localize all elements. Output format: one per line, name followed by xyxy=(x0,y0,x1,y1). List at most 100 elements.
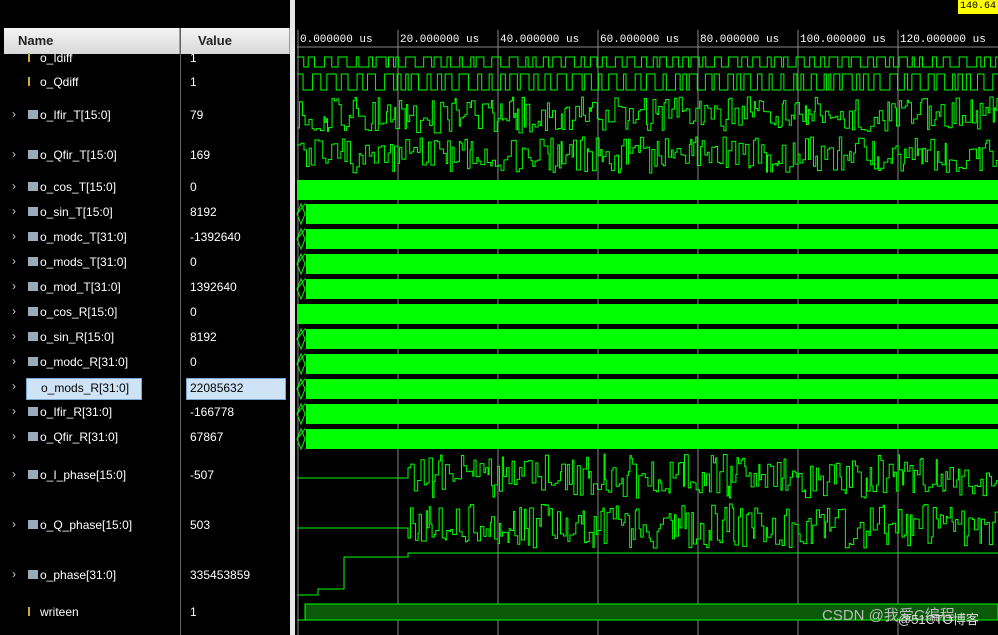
expand-arrow[interactable]: › xyxy=(12,429,16,443)
wave xyxy=(297,552,998,596)
signal-name[interactable]: o_Qfir_T[15:0] xyxy=(40,148,117,162)
signal-icon xyxy=(28,307,38,316)
signal-value: 22085632 xyxy=(186,378,286,400)
wave xyxy=(297,453,998,499)
wave xyxy=(304,603,998,621)
wave xyxy=(306,329,998,349)
expand-arrow[interactable]: › xyxy=(12,467,16,481)
expand-arrow[interactable]: › xyxy=(12,229,16,243)
wave xyxy=(306,429,998,449)
wave xyxy=(297,503,998,549)
signal-value: 1 xyxy=(190,75,197,89)
signal-icon xyxy=(28,407,38,416)
signal-icon xyxy=(28,150,38,159)
signal-name[interactable]: o_cos_T[15:0] xyxy=(40,180,117,194)
wave xyxy=(297,96,998,134)
signal-icon xyxy=(28,77,40,86)
signal-name[interactable]: o_phase[31:0] xyxy=(40,568,117,582)
signal-icon xyxy=(28,53,40,62)
expand-arrow[interactable]: › xyxy=(12,204,16,218)
signal-icon xyxy=(28,232,38,241)
expand-arrow[interactable]: › xyxy=(12,279,16,293)
signal-name[interactable]: o_mods_T[31:0] xyxy=(40,255,127,269)
signal-name[interactable]: o_modc_T[31:0] xyxy=(40,230,127,244)
signal-value: -507 xyxy=(190,468,215,482)
signal-icon xyxy=(28,110,38,119)
name-header[interactable]: Name xyxy=(4,28,180,54)
time-label: 120.000000 us xyxy=(900,34,986,46)
signal-icon xyxy=(28,470,38,479)
column-divider xyxy=(180,28,181,635)
signal-icon xyxy=(28,607,40,616)
expand-arrow[interactable]: › xyxy=(12,107,16,121)
time-label: 80.000000 us xyxy=(700,34,779,46)
signal-name[interactable]: o_Qdiff xyxy=(40,75,79,89)
wave xyxy=(306,229,998,249)
signal-icon xyxy=(28,357,38,366)
signal-value: 79 xyxy=(190,108,204,122)
signal-name[interactable]: o_sin_R[15:0] xyxy=(40,330,115,344)
pane-divider xyxy=(290,0,295,635)
signal-name[interactable]: o_Ifir_R[31:0] xyxy=(40,405,113,419)
signal-icon xyxy=(28,570,38,579)
watermark: @51CTO博客 xyxy=(898,612,979,627)
time-label: 60.000000 us xyxy=(600,34,679,46)
signal-value: 0 xyxy=(190,355,197,369)
expand-arrow[interactable]: › xyxy=(12,567,16,581)
expand-arrow[interactable]: › xyxy=(12,179,16,193)
wave xyxy=(297,56,998,68)
expand-arrow[interactable]: › xyxy=(12,254,16,268)
wave xyxy=(296,202,306,226)
signal-name[interactable]: o_sin_T[15:0] xyxy=(40,205,113,219)
signal-value: 0 xyxy=(190,180,197,194)
signal-value: 1392640 xyxy=(190,280,237,294)
time-label: 20.000000 us xyxy=(400,34,479,46)
signal-value: 67867 xyxy=(190,430,224,444)
signal-icon xyxy=(28,432,38,441)
wave xyxy=(297,180,998,200)
expand-arrow[interactable]: › xyxy=(12,517,16,531)
wave xyxy=(297,304,998,324)
expand-arrow[interactable]: › xyxy=(12,354,16,368)
signal-name[interactable]: o_Ifir_T[15:0] xyxy=(40,108,111,122)
wave xyxy=(296,252,306,276)
signal-name[interactable]: o_modc_R[31:0] xyxy=(40,355,129,369)
signal-name[interactable]: o_mods_R[31:0] xyxy=(26,378,142,400)
wave xyxy=(297,136,998,174)
signal-name[interactable]: o_mod_T[31:0] xyxy=(40,280,121,294)
signal-value: 335453859 xyxy=(190,568,251,582)
signal-name[interactable]: o_Q_phase[15:0] xyxy=(40,518,133,532)
signal-icon xyxy=(28,282,38,291)
value-header[interactable]: Value xyxy=(181,28,290,54)
signal-value: 8192 xyxy=(190,330,217,344)
wave xyxy=(306,254,998,274)
signal-icon xyxy=(28,332,38,341)
wave xyxy=(306,279,998,299)
wave xyxy=(296,277,306,301)
wave xyxy=(296,427,306,451)
signal-name[interactable]: writeen xyxy=(40,605,79,619)
signal-value: -1392640 xyxy=(190,230,241,244)
expand-arrow[interactable]: › xyxy=(12,147,16,161)
signal-value: 1 xyxy=(190,605,197,619)
wave xyxy=(306,404,998,424)
expand-arrow[interactable]: › xyxy=(12,379,16,393)
signal-name[interactable]: o_I_phase[15:0] xyxy=(40,468,127,482)
signal-icon xyxy=(28,182,38,191)
signal-name[interactable]: o_Qfir_R[31:0] xyxy=(40,430,119,444)
signal-icon xyxy=(28,257,38,266)
signal-value: 0 xyxy=(190,305,197,319)
expand-arrow[interactable]: › xyxy=(12,404,16,418)
signal-name[interactable]: o_cos_R[15:0] xyxy=(40,305,118,319)
watermark: CSDN @我爱C编程 xyxy=(822,607,955,624)
signal-icon xyxy=(28,207,38,216)
wave xyxy=(306,354,998,374)
time-label: 40.000000 us xyxy=(500,34,579,46)
signal-name[interactable]: o_Idiff xyxy=(40,51,73,65)
wave xyxy=(297,73,998,91)
wave xyxy=(296,227,306,251)
expand-arrow[interactable]: › xyxy=(12,329,16,343)
expand-arrow[interactable]: › xyxy=(12,304,16,318)
